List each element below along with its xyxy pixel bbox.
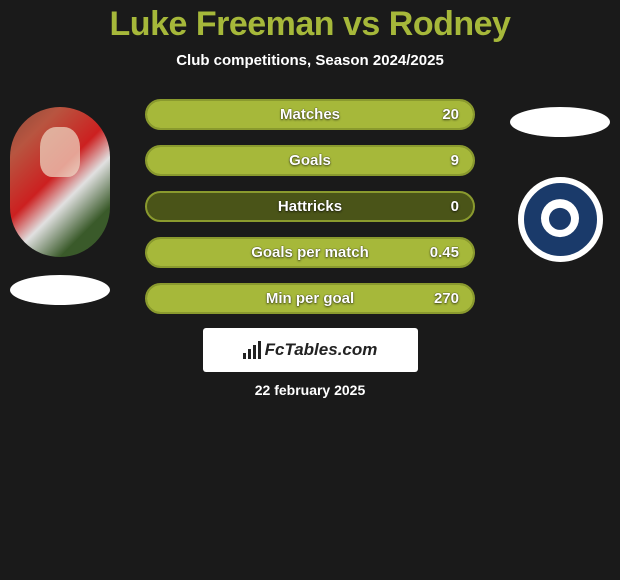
stat-value-right: 0.45 (430, 244, 459, 261)
bar-chart-icon (243, 341, 261, 359)
snapshot-date: 22 february 2025 (255, 382, 366, 398)
stat-label: Hattricks (278, 198, 342, 215)
comparison-title: Luke Freeman vs Rodney (110, 5, 511, 44)
player1-club-placeholder (10, 275, 110, 305)
stat-value-right: 0 (451, 198, 459, 215)
stat-bar: Hattricks 0 (145, 191, 475, 222)
left-player-column (10, 99, 110, 305)
stat-value-right: 270 (434, 290, 459, 307)
fctables-watermark: FcTables.com (203, 328, 418, 372)
player2-club-badge (518, 177, 603, 262)
stats-column: Matches 20 Goals 9 Hattricks 0 Goals per match… (135, 99, 485, 314)
comparison-subtitle: Club competitions, Season 2024/2025 (176, 52, 444, 69)
stat-bar: Matches 20 (145, 99, 475, 130)
stat-bar: Goals per match 0.45 (145, 237, 475, 268)
player2-photo-placeholder (510, 107, 610, 137)
stat-label: Min per goal (266, 290, 354, 307)
stat-label: Goals per match (251, 244, 369, 261)
player1-photo (10, 107, 110, 257)
stat-value-right: 9 (451, 152, 459, 169)
stat-bar: Goals 9 (145, 145, 475, 176)
watermark-text: FcTables.com (265, 340, 378, 360)
main-area: Matches 20 Goals 9 Hattricks 0 Goals per match… (0, 99, 620, 314)
stat-label: Goals (289, 152, 331, 169)
stat-label: Matches (280, 106, 340, 123)
stat-bar: Min per goal 270 (145, 283, 475, 314)
stat-value-right: 20 (442, 106, 459, 123)
right-player-column (510, 99, 610, 262)
